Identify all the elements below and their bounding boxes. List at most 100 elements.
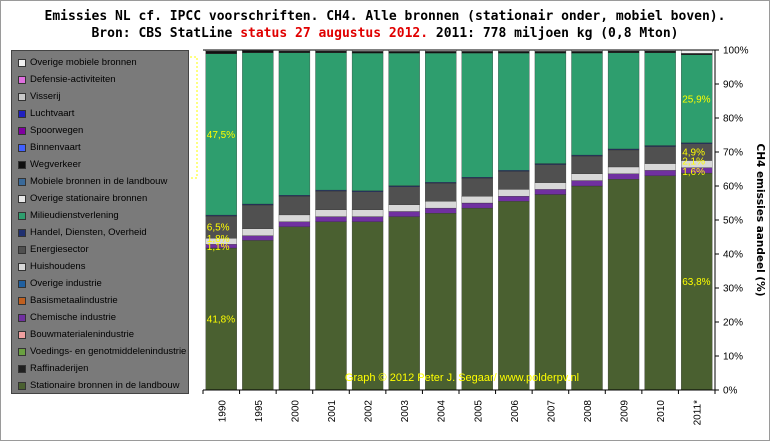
data-labels-layer: 41,8% 1,1%1,8%6,5% 47,5% 63,8% 1,6%2,1%4,9% 2… bbox=[207, 94, 711, 325]
legend-swatch bbox=[18, 177, 26, 186]
data-label: 4,9% bbox=[682, 148, 705, 159]
x-tick-label: 2000 bbox=[290, 400, 301, 423]
bar-2008-s3 bbox=[571, 155, 603, 174]
legend-label: Energiesector bbox=[30, 244, 89, 255]
bar-2000-s0 bbox=[278, 226, 311, 391]
bar-2008-s0 bbox=[571, 185, 603, 391]
data-label: 47,5% bbox=[207, 130, 235, 141]
legend-swatch bbox=[18, 364, 26, 373]
bar-2010-s1 bbox=[644, 170, 676, 176]
bar-1995-s3 bbox=[242, 204, 274, 229]
legend-swatch bbox=[18, 228, 26, 237]
bar-2006-s5 bbox=[498, 52, 530, 171]
legend-swatch bbox=[18, 330, 26, 339]
bar-2007-s0 bbox=[534, 194, 567, 391]
bar-2003-s6 bbox=[388, 51, 420, 54]
legend-item: Visserij bbox=[18, 88, 60, 105]
legend-swatch bbox=[18, 75, 26, 84]
bar-2006-s2 bbox=[498, 189, 530, 197]
legend-item: Binnenvaart bbox=[18, 139, 81, 156]
bar-2003-s1 bbox=[388, 211, 420, 217]
bar-2007-s5 bbox=[534, 52, 567, 164]
x-tick-label: 2004 bbox=[437, 400, 448, 423]
legend-swatch bbox=[18, 126, 26, 135]
legend-swatch bbox=[18, 143, 26, 152]
bar-2004-s6 bbox=[425, 51, 457, 54]
subtitle-total: 2011: 778 miljoen kg (0,8 Mton) bbox=[428, 26, 679, 41]
bar-2006-s6 bbox=[498, 51, 530, 54]
x-tick-label: 2009 bbox=[620, 400, 631, 423]
legend-label: Spoorwegen bbox=[30, 125, 84, 136]
x-tick-label: 2002 bbox=[364, 400, 375, 423]
bar-2007-s3 bbox=[534, 164, 567, 183]
legend-swatch bbox=[18, 381, 26, 390]
bar-2002-s1 bbox=[351, 216, 384, 222]
bar-2005-s6 bbox=[461, 51, 493, 54]
data-label: 1,8% bbox=[207, 234, 230, 245]
bar-2005-s1 bbox=[461, 202, 493, 209]
legend-item: Overige mobiele bronnen bbox=[18, 54, 137, 71]
legend-item: Bouwmaterialenindustrie bbox=[18, 326, 134, 343]
legend-label: Mobiele bronnen in de landbouw bbox=[30, 176, 168, 187]
bar-2005-s5 bbox=[461, 52, 493, 178]
bar-2000-s4 bbox=[278, 195, 311, 197]
y-tick-label: 100% bbox=[723, 46, 749, 57]
legend-item: Huishoudens bbox=[18, 258, 85, 275]
legend-label: Handel, Diensten, Overheid bbox=[30, 227, 147, 238]
legend-item: Energiesector bbox=[18, 241, 89, 258]
bar-1990-s4 bbox=[205, 214, 237, 217]
bar-2011-s5 bbox=[681, 54, 713, 143]
subtitle-status: status 27 augustus 2012. bbox=[240, 26, 429, 41]
bar-2010-s4 bbox=[644, 145, 676, 147]
bar-2001-s2 bbox=[315, 209, 347, 217]
y-tick-label: 20% bbox=[723, 318, 743, 329]
bar-2002-s3 bbox=[351, 191, 384, 210]
data-label: 63,8% bbox=[682, 277, 710, 288]
x-tick-label: 2007 bbox=[546, 400, 557, 423]
bar-2009-s6 bbox=[607, 50, 640, 53]
bar-2001-s0 bbox=[315, 221, 347, 391]
bar-2005-s0 bbox=[461, 207, 493, 391]
legend-label: Wegverkeer bbox=[30, 159, 82, 170]
legend-swatch bbox=[18, 279, 26, 288]
bar-2008-s6 bbox=[571, 51, 603, 54]
bar-2004-s0 bbox=[425, 213, 457, 391]
legend-label: Huishoudens bbox=[30, 261, 86, 272]
x-tick-label: 1995 bbox=[254, 400, 265, 423]
bar-2009-s3 bbox=[607, 149, 640, 168]
bar-2002-s0 bbox=[351, 221, 384, 391]
y-tick-label: 50% bbox=[723, 216, 743, 227]
legend-swatch bbox=[18, 313, 26, 322]
y-axis-label: CH4 emissies aandeel (%) bbox=[754, 143, 766, 296]
bar-2010-s3 bbox=[644, 146, 676, 164]
bar-2009-s0 bbox=[607, 179, 640, 391]
legend-label: Binnenvaart bbox=[30, 142, 81, 153]
bar-2011-s7 bbox=[681, 49, 713, 54]
legend-label: Raffinaderijen bbox=[30, 363, 89, 374]
legend-item: Overige industrie bbox=[18, 275, 102, 292]
data-label: 1,1% bbox=[207, 242, 230, 253]
data-label: 25,9% bbox=[682, 94, 710, 105]
legend-item: Luchtvaart bbox=[18, 105, 74, 122]
legend-swatch bbox=[18, 262, 26, 271]
bars-layer bbox=[205, 49, 713, 391]
legend-label: Milieudienstverlening bbox=[30, 210, 119, 221]
legend-swatch bbox=[18, 347, 26, 356]
y-tick-label: 0% bbox=[723, 386, 738, 397]
legend-item: Raffinaderijen bbox=[18, 360, 88, 377]
bar-2008-s4 bbox=[571, 154, 603, 157]
x-tick-label: 2011* bbox=[693, 400, 704, 426]
legend-item: Defensie-activiteiten bbox=[18, 71, 116, 88]
bar-2006-s3 bbox=[498, 171, 530, 190]
legend-item: Spoorwegen bbox=[18, 122, 83, 139]
bar-2003-s2 bbox=[388, 204, 420, 212]
bar-2007-s4 bbox=[534, 163, 567, 165]
y-tick-label: 80% bbox=[723, 114, 743, 125]
axes-layer: 1990 1995 2000 2001 2002 2003 2004 2005 2006 2007… bbox=[202, 46, 749, 426]
bar-2008-s1 bbox=[571, 180, 603, 187]
bar-2000-s2 bbox=[278, 214, 311, 222]
bar-1995-s2 bbox=[242, 228, 274, 236]
bar-2001-s3 bbox=[315, 190, 347, 210]
x-tick-label: 1990 bbox=[217, 400, 228, 423]
